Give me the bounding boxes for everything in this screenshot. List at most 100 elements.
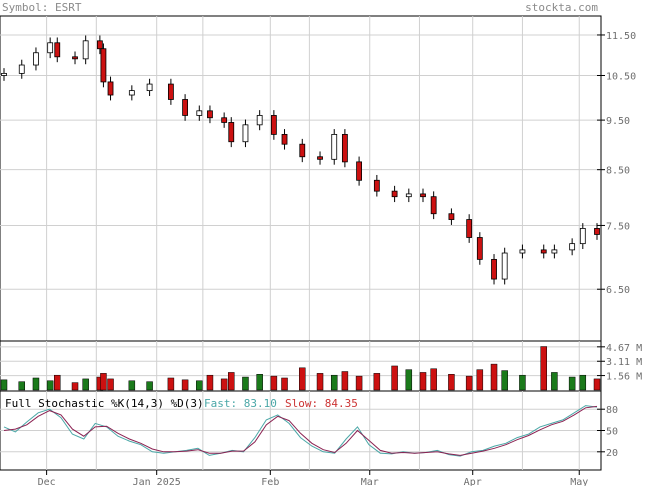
candle-body	[569, 243, 576, 251]
candle-body	[476, 237, 483, 260]
candle-body	[391, 190, 398, 198]
stochastic-fast-label: Fast: 83.10	[204, 397, 277, 410]
candle-body	[96, 40, 103, 50]
volume-bar	[355, 375, 363, 391]
volume-bar	[391, 365, 398, 391]
candle-body	[501, 252, 508, 280]
candle-body	[47, 42, 54, 54]
candle-body	[182, 99, 188, 116]
x-tick-label: Jan 2025	[133, 477, 181, 486]
candle-body	[196, 110, 203, 116]
price-tick-label: 9.50	[606, 116, 630, 127]
price-tick-label: 6.50	[606, 285, 630, 296]
price-tick-label: 11.50	[606, 31, 636, 42]
candle-body	[448, 213, 455, 220]
volume-bar	[220, 378, 228, 391]
volume-bar	[256, 374, 263, 391]
candle-body	[317, 156, 323, 160]
stochastic-slow-label: Slow: 84.35	[285, 397, 358, 410]
candle-body	[373, 179, 380, 192]
volume-bar	[448, 374, 455, 391]
candle-body	[167, 83, 174, 100]
volume-tick-label: 1.56 M	[606, 372, 642, 383]
volume-bar	[146, 381, 153, 391]
stochastic-legend-name: Full Stochastic %K(14,3) %D(3)	[5, 397, 204, 410]
volume-panel: 4.67 M 3.11 M 1.56 M	[0, 340, 642, 392]
stochastic-tick-label: 50	[606, 427, 618, 438]
candle-body	[519, 249, 526, 254]
candle-body	[430, 196, 437, 215]
candle-body	[270, 115, 277, 135]
volume-bar	[330, 374, 338, 391]
candle-body	[107, 81, 114, 96]
volume-bar	[196, 380, 203, 391]
candle-body	[242, 124, 249, 143]
volume-bar	[430, 368, 437, 391]
volume-bar	[228, 372, 235, 391]
volume-bar	[316, 373, 324, 391]
candle-body	[551, 249, 558, 254]
x-tick-label: May	[570, 477, 588, 486]
candle-body	[54, 42, 61, 58]
candle-body	[1, 72, 7, 76]
price-tick-label: 10.50	[606, 72, 636, 83]
candle-body	[331, 134, 338, 160]
volume-bar	[501, 370, 508, 391]
stochastic-ticks: 80 50 20	[597, 405, 618, 459]
stochastic-slow-line	[3, 405, 598, 456]
volume-bar	[490, 363, 498, 391]
volume-bar	[270, 375, 278, 391]
candle-body	[82, 40, 89, 60]
volume-bar	[540, 346, 547, 391]
volume-tick-label: 4.67 M	[606, 343, 642, 354]
volume-bar	[18, 381, 26, 391]
x-axis-labels: Dec Jan 2025 Feb Mar Apr May	[38, 470, 588, 486]
volume-bar	[465, 375, 473, 391]
volume-bar	[568, 376, 576, 391]
candle-body	[540, 249, 547, 254]
price-tick-label: 8.50	[606, 166, 630, 177]
price-tick-label: 7.50	[606, 221, 630, 232]
stochastic-tick-label: 80	[606, 405, 618, 416]
volume-bar	[579, 374, 587, 391]
volume-bar	[128, 380, 136, 391]
candle-body	[466, 219, 473, 238]
volume-bars	[0, 346, 601, 391]
candle-body	[579, 228, 586, 245]
candle-body	[100, 48, 107, 83]
volume-bar	[373, 373, 381, 391]
volume-bar	[206, 374, 214, 391]
volume-bar	[299, 367, 306, 391]
volume-bar	[281, 377, 288, 391]
volume-grid	[0, 341, 601, 391]
candle-body	[221, 117, 228, 123]
volume-bar	[107, 378, 114, 391]
x-tick-label: Dec	[38, 477, 56, 486]
stochastic-tick-label: 20	[606, 448, 618, 459]
stochastic-grid	[0, 391, 601, 470]
volume-bar	[0, 379, 8, 391]
candle-body	[341, 134, 348, 163]
volume-bar	[242, 376, 249, 391]
candle-body	[420, 193, 426, 198]
candle-body	[356, 161, 362, 181]
price-grid	[0, 16, 601, 341]
candle-body	[491, 258, 497, 280]
stochastic-fast-line	[3, 405, 598, 457]
price-panel: 11.50 10.50 9.50 8.50 7.50 6.50	[0, 15, 636, 342]
candle-body	[405, 193, 412, 198]
symbol-label: Symbol: ESRT	[2, 1, 82, 14]
volume-tick-label: 3.11 M	[606, 357, 642, 368]
volume-bar	[82, 378, 89, 391]
volume-bar	[71, 382, 79, 391]
x-tick-label: Feb	[261, 477, 279, 486]
volume-bar	[46, 380, 54, 391]
stochastic-panel: Full Stochastic %K(14,3) %D(3) Fast: 83.…	[0, 390, 618, 471]
candle-body	[18, 64, 25, 74]
volume-bar	[519, 374, 526, 391]
candle-body	[594, 228, 600, 235]
candle-body	[33, 52, 39, 66]
candle-body	[256, 115, 263, 126]
x-tick-label: Mar	[361, 477, 379, 486]
